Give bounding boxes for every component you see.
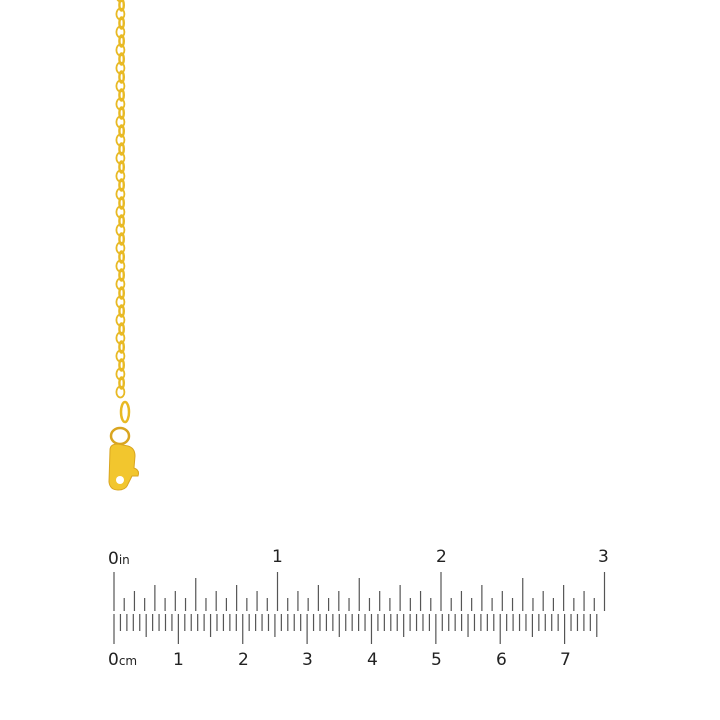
chain-link (118, 70, 126, 84)
chain-link (118, 196, 126, 210)
gold-chain-image (108, 0, 139, 491)
chain-link (118, 322, 126, 336)
chain-link (118, 124, 126, 138)
chain-link (118, 106, 126, 120)
chain-link (118, 214, 126, 228)
inch-label-1: 1 (272, 547, 283, 567)
chain-link (118, 142, 126, 156)
chain-link (118, 232, 126, 246)
cm-label-5: 5 (431, 650, 442, 670)
cm-label-0: 0cm (108, 650, 138, 670)
clasp-link (119, 400, 131, 424)
cm-label-1: 1 (173, 650, 184, 670)
chain-link (118, 304, 126, 318)
chain-link (118, 160, 126, 174)
cm-label-2: 2 (238, 650, 249, 670)
chain-link (118, 340, 126, 354)
chain-link (118, 376, 126, 390)
inch-label-2: 2 (436, 547, 447, 567)
chain-link (118, 178, 126, 192)
chain-link (118, 286, 126, 300)
cm-label-4: 4 (367, 650, 378, 670)
chain-link (118, 88, 126, 102)
chain-link (118, 0, 125, 12)
chain-link (118, 34, 126, 48)
chain-link (118, 16, 126, 30)
chain-link (118, 52, 126, 66)
chain-link (118, 358, 126, 372)
cm-label-7: 7 (560, 650, 571, 670)
inch-label-0: 0in (108, 549, 130, 569)
inch-label-3: 3 (598, 547, 609, 567)
cm-label-6: 6 (496, 650, 507, 670)
cm-label-3: 3 (302, 650, 313, 670)
chain-link (118, 250, 126, 264)
chain-link (118, 268, 126, 282)
chain-link (115, 385, 126, 399)
clasp-hole (116, 476, 124, 484)
cm-unit-label: cm (118, 654, 138, 668)
inch-unit-label: in (118, 553, 130, 567)
